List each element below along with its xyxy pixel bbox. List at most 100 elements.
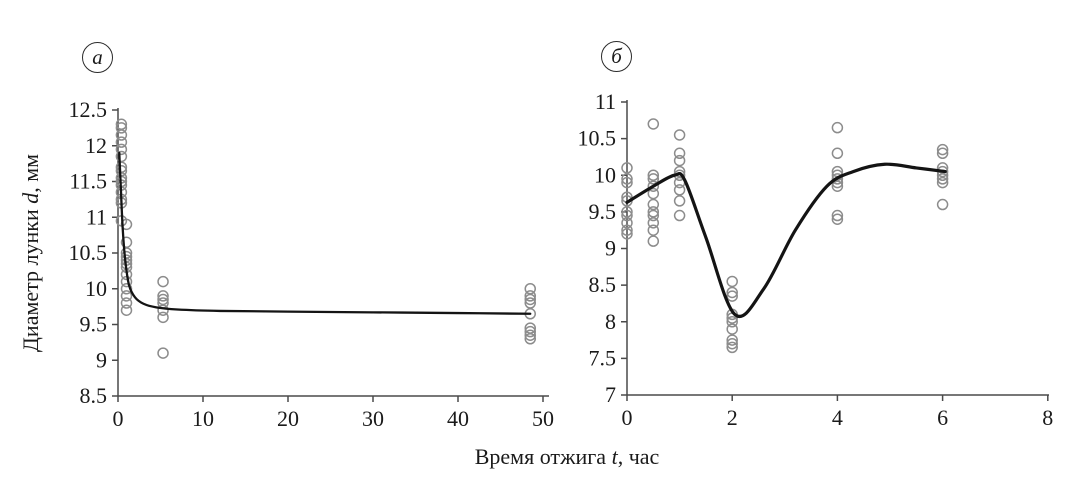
data-point (936, 198, 949, 211)
x-axis-variable: t (611, 444, 618, 469)
x-tick-label: 0 (622, 405, 633, 430)
data-point (673, 154, 686, 167)
panel-a-plot: 8.5 9 9.5 10 10.5 11 11.5 12 12.5 0 10 20 30 40 50 (69, 97, 555, 431)
data-point (647, 198, 660, 211)
data-point (115, 136, 128, 148)
y-tick-label: 10 (85, 276, 107, 301)
y-tick-label: 10.5 (69, 240, 108, 265)
data-point (936, 143, 949, 156)
y-axis-unit: , мм (18, 153, 43, 193)
data-point (647, 180, 660, 192)
y-tick-label: 7.5 (589, 345, 617, 370)
fit-curve (118, 151, 532, 315)
panel-b-plot: 7 7.5 8 8.5 9 9.5 10 10.5 11 0 2 4 6 8 (578, 89, 1054, 430)
data-point (831, 121, 844, 134)
data-point (524, 293, 536, 306)
data-point (157, 275, 169, 288)
y-tick-label: 8.5 (80, 383, 108, 408)
x-tick-label: 50 (532, 406, 554, 431)
data-point (726, 341, 738, 354)
data-point (673, 129, 686, 141)
x-tick-label: 10 (192, 406, 214, 431)
x-tick-label: 40 (447, 406, 469, 431)
data-point (524, 329, 536, 341)
data-point (647, 173, 660, 185)
data-point (726, 275, 738, 288)
data-point (157, 304, 169, 316)
data-point (936, 147, 949, 160)
fit-curve (625, 162, 947, 318)
data-point (621, 162, 633, 174)
data-point (831, 180, 844, 192)
data-point (831, 209, 844, 222)
data-point (157, 347, 169, 359)
y-axis-title-text: Диаметр лунки (18, 203, 43, 353)
data-point (647, 187, 660, 200)
data-point (831, 173, 844, 185)
data-point (524, 333, 536, 345)
data-point (120, 283, 133, 295)
x-tick-label: 30 (362, 406, 384, 431)
data-point (120, 304, 133, 316)
y-tick-label: 10.5 (578, 126, 617, 151)
data-point (936, 173, 949, 185)
y-tick-label: 8 (605, 309, 616, 334)
data-point (621, 209, 633, 222)
y-tick-label: 11.5 (69, 169, 107, 194)
data-point (157, 290, 169, 302)
data-point (647, 206, 660, 218)
data-point (726, 286, 738, 299)
data-point (831, 147, 844, 160)
x-axis-unit: , час (617, 444, 660, 469)
data-point (647, 224, 660, 236)
panel-b-badge: б (601, 41, 632, 72)
x-tick-label: 6 (937, 405, 948, 430)
panel-a-badge: а (82, 42, 113, 73)
x-axis-title: Время отжига t, час (475, 444, 660, 470)
data-point (524, 325, 536, 338)
y-tick-label: 12 (85, 133, 107, 158)
panel-b-letter: б (611, 44, 622, 68)
y-tick-label: 9 (96, 347, 107, 372)
data-point (621, 206, 633, 218)
y-tick-label: 8.5 (589, 272, 617, 297)
data-point (673, 147, 686, 160)
x-tick-label: 8 (1042, 405, 1053, 430)
data-point (673, 195, 686, 207)
y-tick-label: 7 (605, 382, 616, 407)
data-point (120, 297, 133, 309)
data-point (647, 235, 660, 247)
data-point (621, 176, 633, 189)
data-point (647, 169, 660, 181)
y-tick-label: 10 (594, 162, 616, 187)
data-point (115, 129, 128, 141)
x-tick-label: 2 (727, 405, 738, 430)
data-point (621, 173, 633, 185)
data-point (831, 213, 844, 225)
data-point (115, 143, 128, 156)
data-point (673, 209, 686, 222)
y-tick-label: 12.5 (69, 97, 108, 122)
panel-a-letter: а (92, 45, 103, 69)
y-tick-label: 9 (605, 236, 616, 261)
x-tick-label: 4 (832, 405, 843, 430)
y-tick-label: 11 (595, 89, 616, 114)
data-point (115, 122, 128, 134)
data-point (524, 290, 536, 302)
data-point (621, 228, 633, 240)
data-point (673, 165, 686, 178)
data-point (936, 162, 949, 174)
data-point (647, 209, 660, 222)
y-tick-label: 9.5 (80, 312, 108, 337)
data-point (157, 311, 169, 324)
x-axis-title-text: Время отжига (474, 444, 612, 469)
data-point (726, 316, 738, 328)
data-point (621, 224, 633, 236)
y-tick-label: 11 (86, 204, 107, 229)
data-point (726, 290, 738, 302)
data-point (726, 334, 738, 346)
data-point (936, 176, 949, 189)
y-axis-title: Диаметр лунки d, мм (18, 154, 44, 352)
